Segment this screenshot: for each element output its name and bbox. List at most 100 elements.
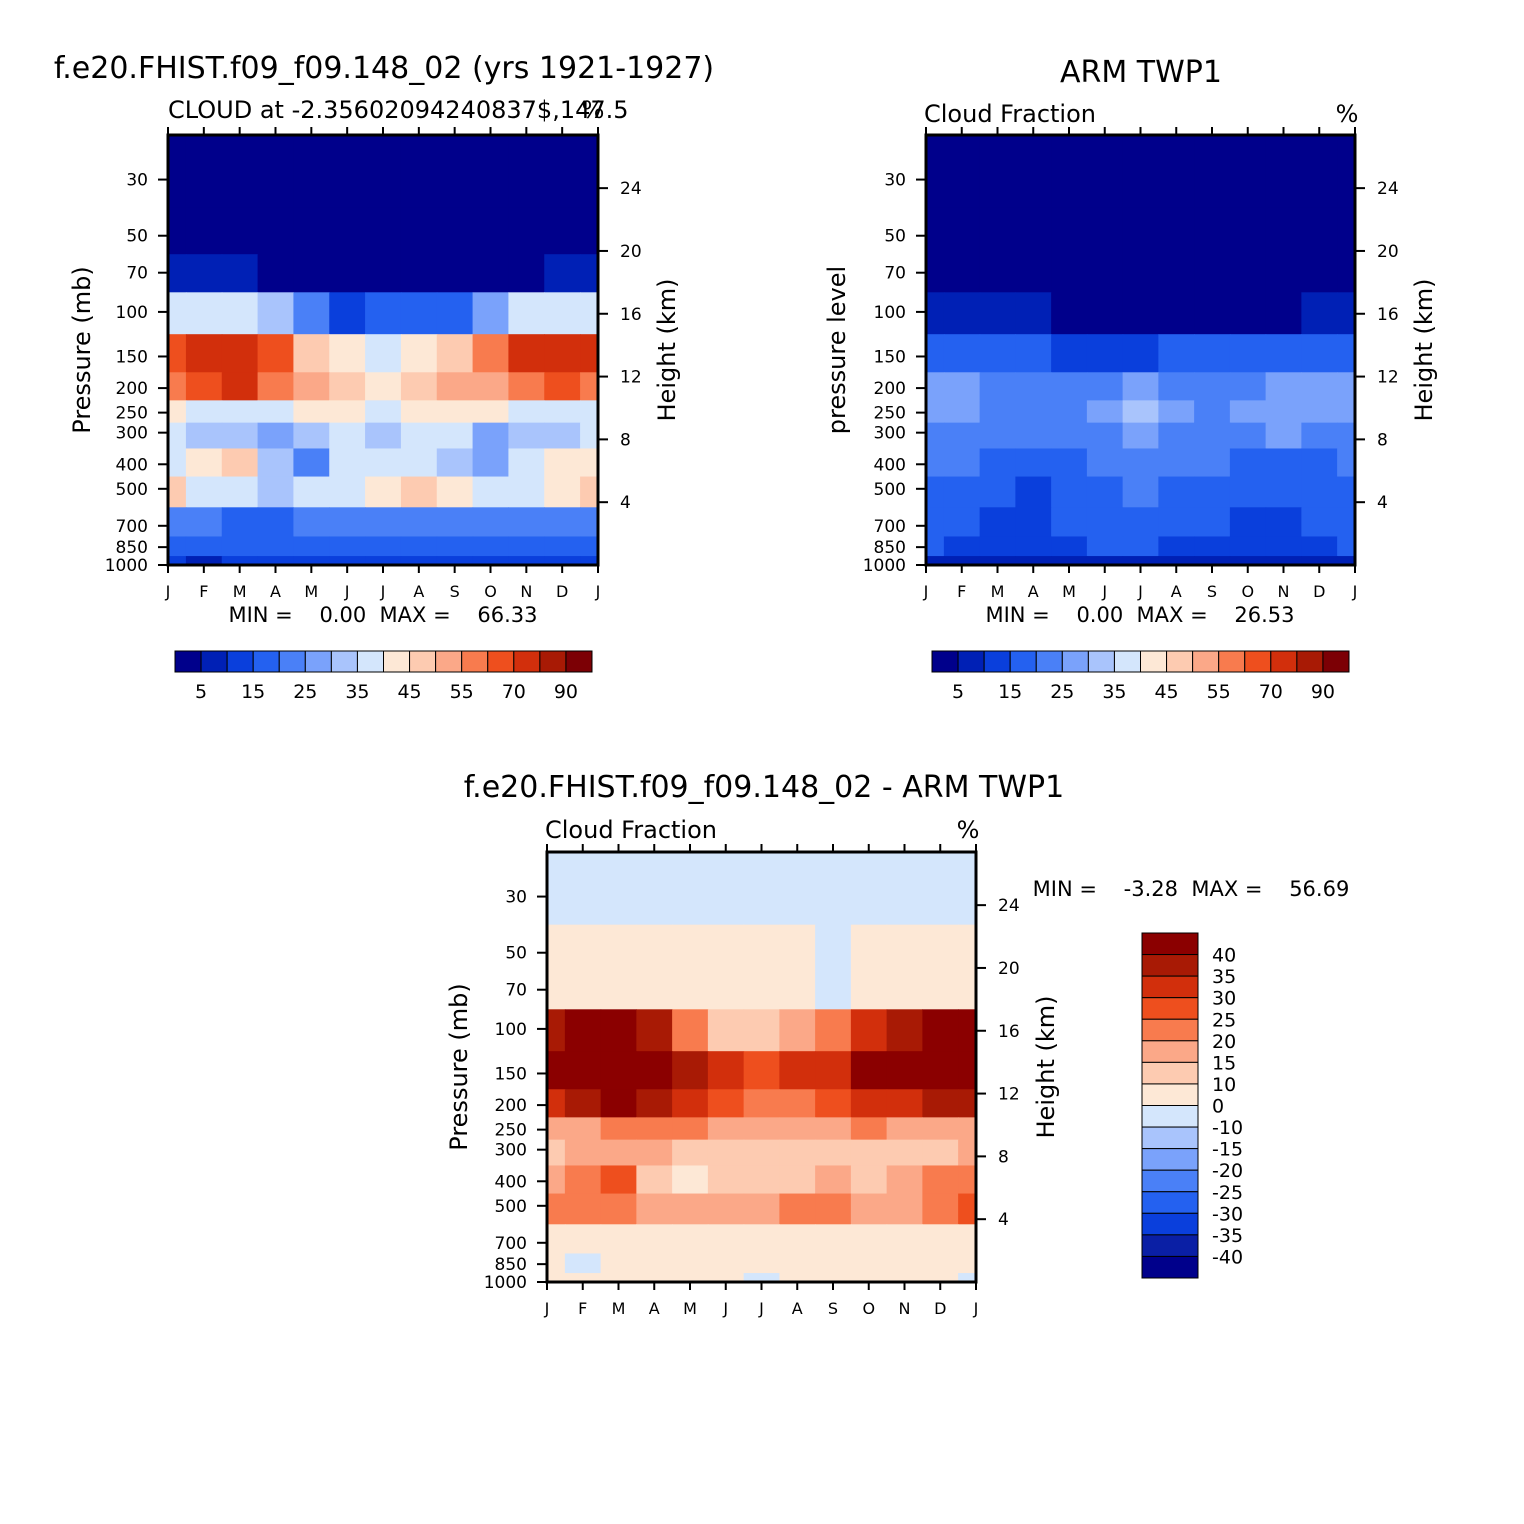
model-heatmap [168, 135, 599, 566]
heatmap-cell [472, 400, 510, 424]
y-tick-label: 1000 [863, 556, 906, 576]
y-tick-label: 50 [505, 944, 527, 964]
model-ylabel: Pressure (mb) [68, 266, 96, 433]
heatmap-cell [293, 254, 330, 293]
heatmap-cell [1086, 254, 1124, 293]
heatmap-cell [672, 1089, 709, 1118]
heatmap-cell [1122, 135, 1159, 209]
heatmap-cell [1086, 400, 1124, 424]
obs-title: ARM TWP1 [1060, 55, 1222, 90]
heatmap-cell [922, 1193, 959, 1225]
colorbar-label: -40 [1212, 1246, 1243, 1268]
heatmap-cell [779, 852, 816, 926]
heatmap-cell [600, 1117, 637, 1141]
heatmap-cell [958, 1051, 977, 1090]
heatmap-cell [979, 476, 1016, 508]
heatmap-cell [743, 1089, 780, 1118]
heatmap-cell [886, 924, 923, 972]
heatmap-cell [221, 207, 259, 255]
heatmap-cell [743, 1139, 780, 1167]
heatmap-cell [1301, 422, 1338, 450]
heatmap-cell [922, 1253, 959, 1274]
heatmap-cell [293, 422, 330, 450]
y-tick-label: 150 [495, 1064, 527, 1084]
heatmap-cell [580, 556, 599, 566]
colorbar-swatch [304, 650, 332, 673]
heatmap-cell [580, 507, 599, 538]
heatmap-cell [185, 400, 223, 424]
heatmap-cell [257, 292, 295, 335]
y-tick-label: 1000 [105, 556, 148, 576]
colorbar-swatch [1141, 1191, 1199, 1214]
heatmap-cell [1051, 292, 1088, 335]
heatmap-cell [815, 1117, 852, 1141]
heatmap-cell [707, 1051, 745, 1090]
heatmap-cell [508, 207, 545, 255]
model-units: % [582, 96, 605, 124]
heatmap-cell [1229, 292, 1267, 335]
heatmap-cell [979, 536, 1016, 557]
heatmap-cell [1265, 254, 1302, 293]
x-tick-label: D [1313, 582, 1325, 601]
heatmap-cell [926, 448, 945, 478]
x-tick-label: M [1062, 582, 1076, 601]
heatmap-cell [1051, 207, 1088, 255]
colorbar-swatch [1141, 932, 1199, 956]
heatmap-cell [1158, 207, 1195, 255]
y2-tick-label: 20 [998, 959, 1020, 979]
x-tick-label: F [957, 582, 966, 601]
y-tick-label: 1000 [484, 1273, 527, 1293]
y-tick-label: 300 [874, 424, 906, 444]
heatmap-cell [1086, 448, 1124, 478]
heatmap-cell [850, 1165, 888, 1195]
heatmap-cell [922, 924, 959, 972]
diff-heatmap [547, 852, 977, 1283]
diff-panel: f.e20.FHIST.f09_f09.148_02 - ARM TWP1 Cl… [445, 770, 1349, 1318]
colorbar-swatch [1087, 650, 1115, 673]
colorbar-swatch [226, 650, 254, 673]
colorbar-label: 15 [1212, 1052, 1236, 1074]
y-tick-label: 300 [495, 1141, 527, 1161]
colorbar-label: 70 [1259, 681, 1283, 703]
heatmap-cell [707, 924, 745, 972]
heatmap-cell [221, 536, 259, 557]
heatmap-cell [580, 400, 599, 424]
heatmap-cell [600, 1051, 637, 1090]
heatmap-cell [600, 1165, 637, 1195]
x-tick-label: A [792, 1299, 803, 1318]
heatmap-cell [1122, 254, 1159, 293]
colorbar-swatch [1296, 650, 1324, 673]
colorbar-label: 25 [293, 681, 317, 703]
colorbar-label: 40 [1212, 945, 1236, 967]
heatmap-cell [886, 1117, 923, 1141]
heatmap-cell [926, 207, 945, 255]
heatmap-cell [168, 476, 187, 508]
colorbar-swatch [1141, 1148, 1199, 1171]
heatmap-cell [1229, 207, 1267, 255]
heatmap-cell [958, 852, 977, 926]
heatmap-cell [1194, 207, 1231, 255]
colorbar-label: 45 [397, 681, 421, 703]
heatmap-cell [850, 1089, 888, 1118]
heatmap-cell [1301, 372, 1338, 401]
heatmap-cell [600, 1253, 637, 1274]
heatmap-cell [779, 1089, 816, 1118]
heatmap-cell [636, 1253, 673, 1274]
heatmap-cell [979, 135, 1016, 209]
heatmap-cell [1229, 334, 1267, 373]
heatmap-cell [1086, 507, 1124, 538]
heatmap-cell [544, 372, 581, 401]
heatmap-cell [922, 971, 959, 1010]
heatmap-cell [547, 1165, 566, 1195]
heatmap-cell [547, 1193, 566, 1225]
heatmap-cell [743, 1224, 780, 1255]
heatmap-cell [850, 1224, 888, 1255]
heatmap-cell [1337, 135, 1356, 209]
heatmap-cell [257, 476, 295, 508]
colorbar-swatch [983, 650, 1011, 673]
heatmap-cell [293, 448, 330, 478]
heatmap-cell [1265, 556, 1302, 566]
colorbar-label: -35 [1212, 1225, 1243, 1247]
heatmap-cell [257, 400, 295, 424]
heatmap-cell [815, 971, 852, 1010]
